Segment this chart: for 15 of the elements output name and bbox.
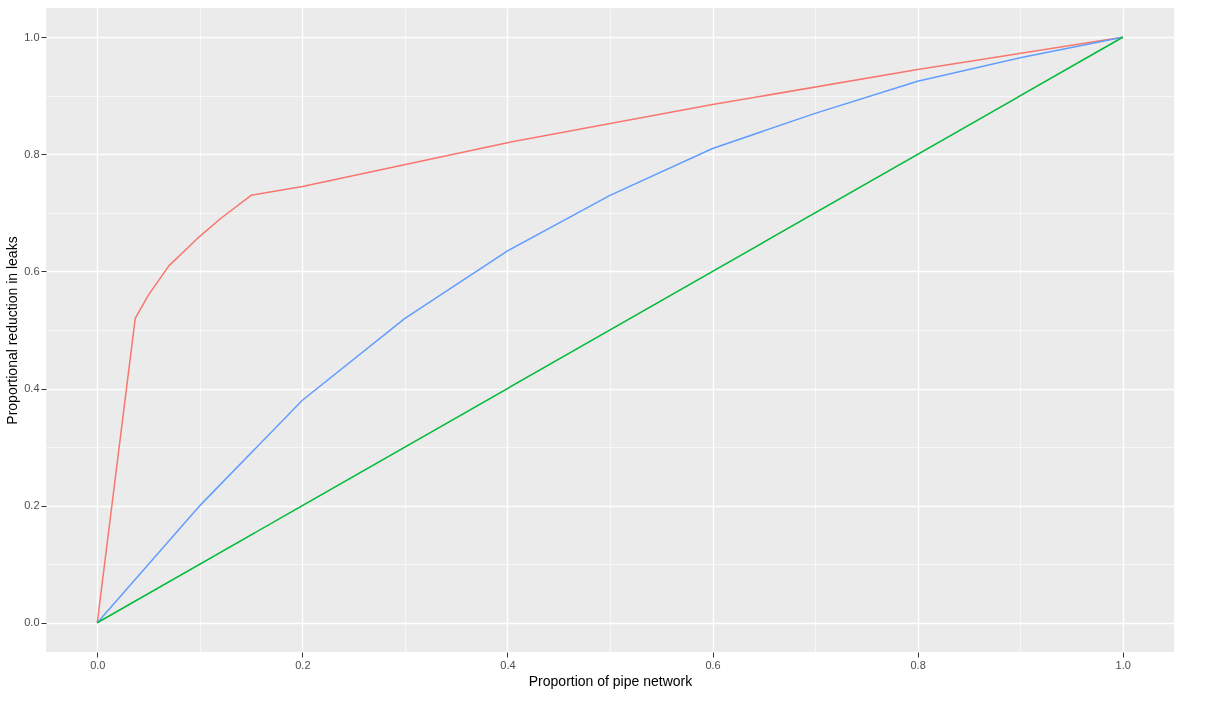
- y-axis-title: Proportional reduction in leaks: [4, 236, 21, 425]
- y-tick-label: 0.4: [24, 382, 40, 395]
- x-tick-label: 0.0: [90, 658, 106, 671]
- y-tick-label: 0.0: [24, 616, 40, 629]
- line-series: [96, 36, 1124, 624]
- y-tick-label: 1.0: [24, 30, 40, 43]
- x-tick-label: 0.8: [910, 658, 926, 671]
- x-axis-title: Proportion of pipe network: [528, 672, 694, 689]
- y-tick-label: 0.6: [24, 264, 40, 277]
- y-tick-label: 0.2: [24, 499, 40, 512]
- y-tick-label: 0.8: [24, 147, 40, 160]
- x-tick-label: 1.0: [1115, 658, 1131, 671]
- x-tick-label: 0.6: [705, 658, 721, 671]
- x-tick-label: 0.2: [295, 658, 311, 671]
- x-tick-label: 0.4: [500, 658, 516, 671]
